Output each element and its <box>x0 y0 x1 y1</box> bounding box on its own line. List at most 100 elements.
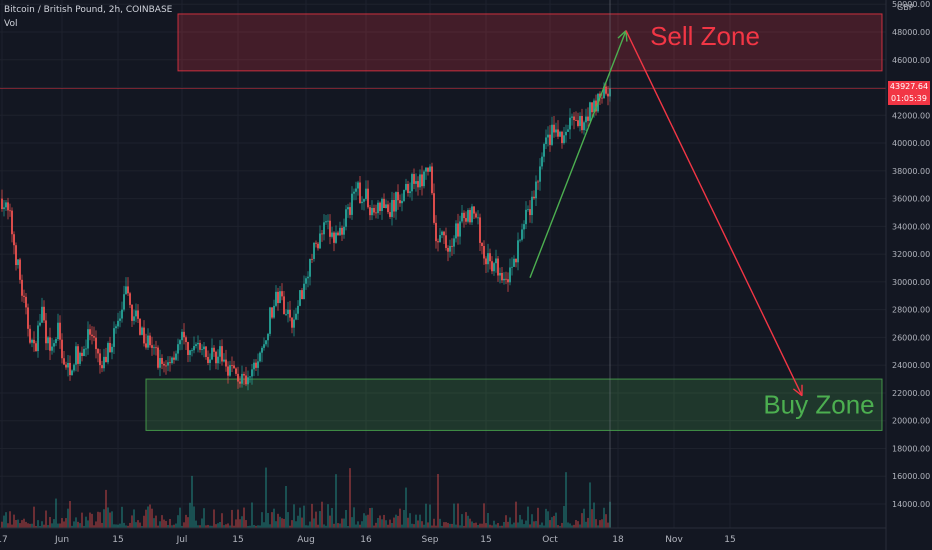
volume-bar <box>525 520 527 528</box>
candle-body <box>425 167 427 172</box>
volume-bar <box>11 524 13 528</box>
volume-bar <box>203 508 205 528</box>
volume-bar <box>357 521 359 528</box>
candle-body <box>349 207 351 215</box>
price-tick-label: 48000.00 <box>892 28 930 37</box>
candle-body <box>279 291 281 304</box>
time-axis[interactable]: 17 Jun 15 Jul 15 Aug 16 Sep 15 Oct 18 Nov 15 <box>0 527 886 545</box>
volume-bar <box>255 525 257 528</box>
volume-bar <box>297 515 299 528</box>
volume-bar <box>599 520 601 528</box>
candle-body <box>27 307 29 329</box>
candle-body <box>69 362 71 376</box>
price-tick-label: 34000.00 <box>892 222 930 231</box>
volume-bar <box>157 525 159 528</box>
candle-body <box>411 174 413 192</box>
candle-body <box>549 134 551 145</box>
volume-bar <box>335 474 337 528</box>
candle-body <box>95 337 97 350</box>
volume-bar <box>7 523 9 528</box>
volume-bar <box>317 524 319 528</box>
candle-body <box>173 357 175 360</box>
candle-body <box>65 364 67 368</box>
sell-zone-box <box>177 13 883 72</box>
volume-bar <box>39 525 41 528</box>
candle-body <box>321 233 323 235</box>
volume-bar <box>29 523 31 528</box>
candle-body <box>551 124 553 145</box>
volume-bar <box>3 515 5 528</box>
volume-bar <box>55 498 57 528</box>
price-tick-label: 16000.00 <box>892 472 930 481</box>
volume-bar <box>465 512 467 528</box>
volume-bar <box>337 523 339 528</box>
volume-bar <box>435 525 437 528</box>
candle-body <box>241 373 243 384</box>
candle-body <box>517 240 519 263</box>
buy-zone-label: Buy Zone <box>763 389 874 419</box>
volume-bar <box>397 515 399 528</box>
volume-bar <box>151 508 153 528</box>
candle-body <box>187 342 189 355</box>
candle-body <box>477 217 479 219</box>
candle-body <box>355 188 357 192</box>
candle-body <box>287 309 289 315</box>
candle-body <box>129 293 131 305</box>
candle-body <box>185 337 187 343</box>
candle-body <box>109 343 111 353</box>
volume-bar <box>585 521 587 528</box>
candle-body <box>7 202 9 211</box>
volume-legend: Vol <box>4 19 18 29</box>
volume-bar <box>139 522 141 528</box>
candle-body <box>169 362 171 364</box>
volume-bar <box>331 507 333 528</box>
volume-bar <box>305 525 307 528</box>
volume-bar <box>245 520 247 528</box>
candle-body <box>45 320 47 344</box>
candle-body <box>71 370 73 376</box>
candle-body <box>81 352 83 357</box>
candle-body <box>385 204 387 209</box>
volume-bar <box>393 517 395 528</box>
volume-bar <box>267 512 269 528</box>
volume-bar <box>57 523 59 528</box>
candle-body <box>395 192 397 212</box>
candle-body <box>205 346 207 357</box>
candle-body <box>569 117 571 130</box>
candle-body <box>91 334 93 337</box>
volume-bar <box>571 525 573 528</box>
volume-bar <box>67 508 69 528</box>
candle-body <box>443 231 445 236</box>
candle-body <box>53 343 55 347</box>
candle-body <box>401 200 403 204</box>
candle-body <box>591 102 593 113</box>
candle-body <box>469 210 471 223</box>
volume-bar <box>481 523 483 528</box>
price-axis[interactable]: 50000.0048000.0046000.0044000.0042000.00… <box>885 0 930 550</box>
candle-body <box>219 346 221 357</box>
volume-bar <box>129 522 131 528</box>
volume-bar <box>379 515 381 528</box>
candle-body <box>101 365 103 369</box>
volume-bar <box>447 522 449 528</box>
volume-bar <box>71 525 73 528</box>
time-tick-label: 18 <box>612 535 624 545</box>
candle-body <box>171 357 173 364</box>
volume-bar <box>283 518 285 528</box>
volume-bar <box>347 525 349 528</box>
volume-bar <box>581 513 583 528</box>
candle-body <box>213 347 215 352</box>
time-tick-label: Sep <box>422 535 439 545</box>
volume-bar <box>527 506 529 528</box>
candle-body <box>163 363 165 366</box>
candle-body <box>409 191 411 194</box>
candle-body <box>123 294 125 310</box>
volume-bar <box>273 508 275 528</box>
candle-body <box>211 347 213 360</box>
time-tick-label: 15 <box>480 535 491 545</box>
candle-body <box>571 116 573 118</box>
volume-bar <box>537 507 539 528</box>
volume-bar <box>353 507 355 528</box>
volume-bar <box>211 525 213 528</box>
